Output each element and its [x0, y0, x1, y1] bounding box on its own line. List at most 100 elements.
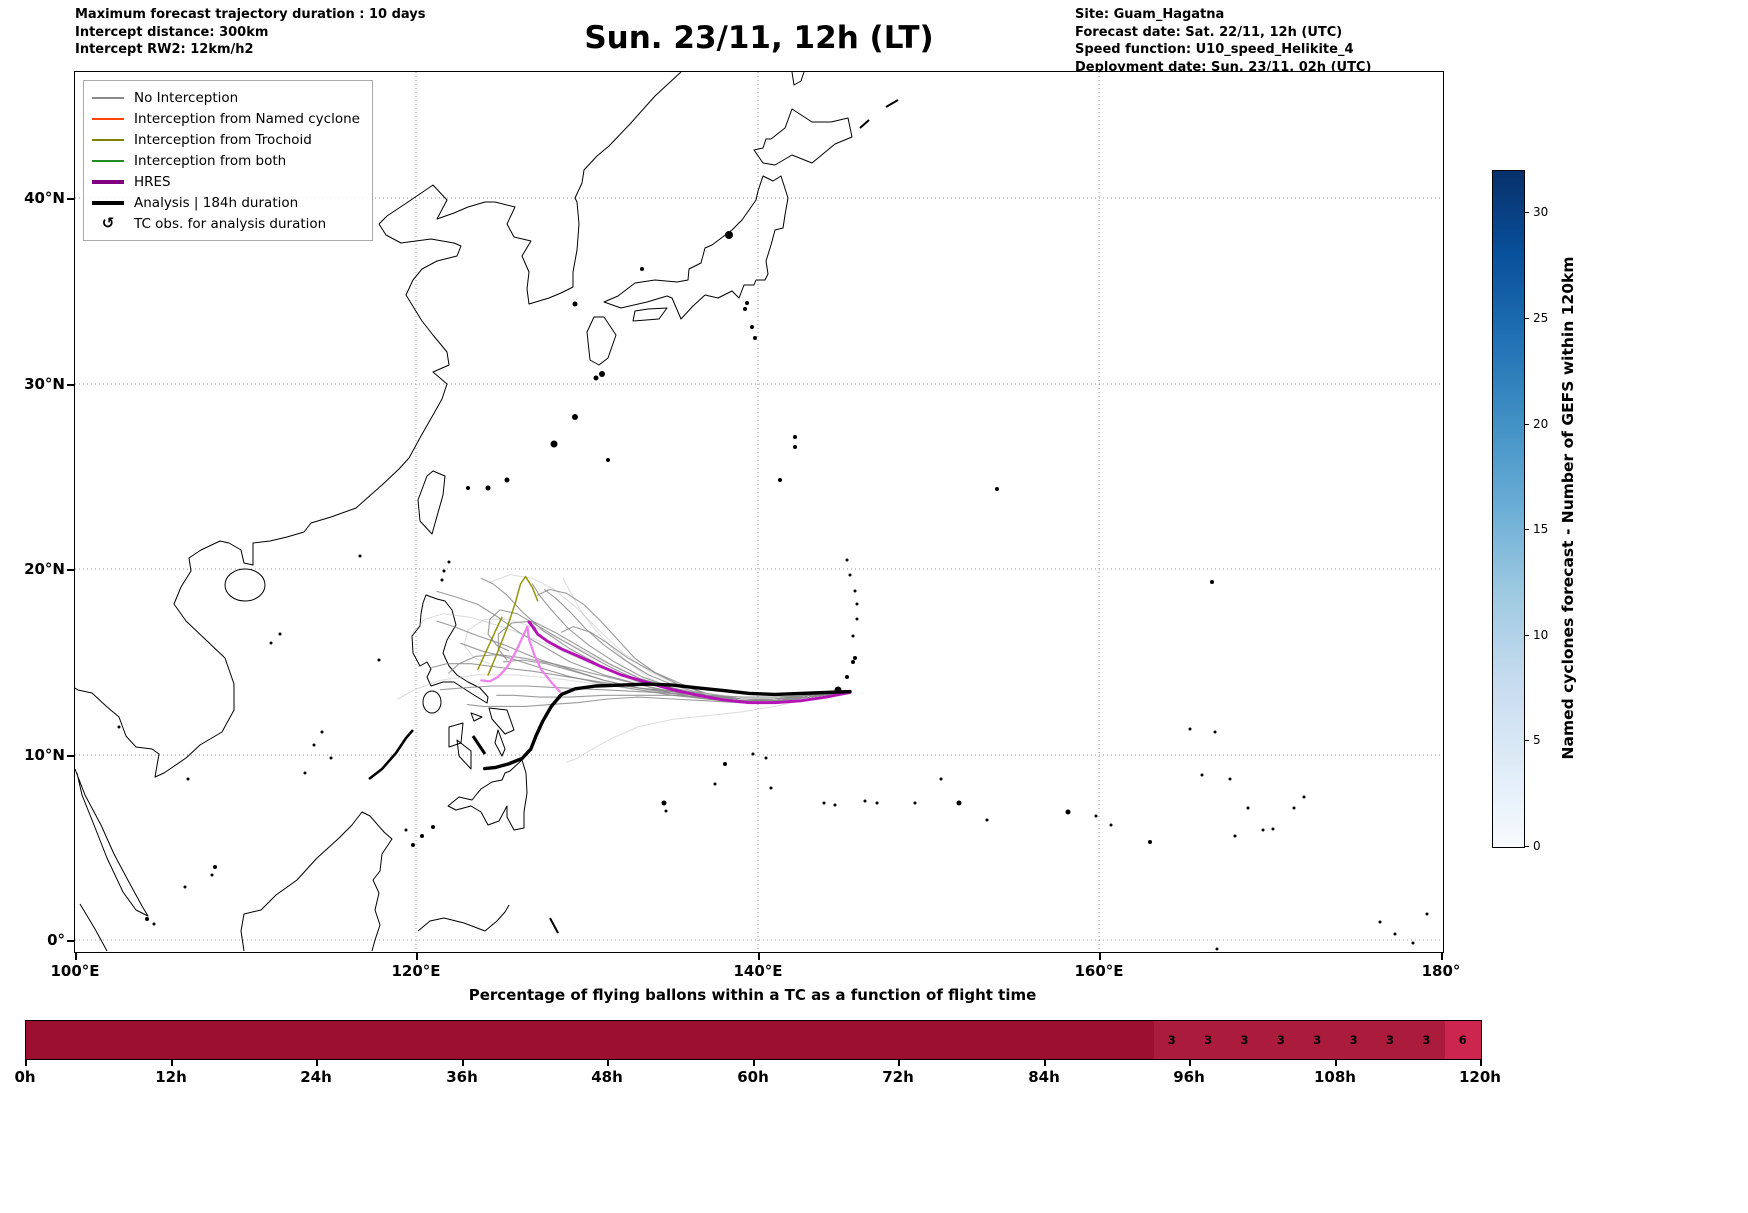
bottom-tickmark: [25, 1060, 27, 1066]
purple-line-swatch: [92, 179, 124, 184]
graticule: [75, 72, 1443, 952]
cell-percentage-label: 3: [1276, 1033, 1285, 1047]
page-title: Sun. 23/11, 12h (LT): [584, 20, 934, 56]
flight-time-cell: [971, 1021, 1009, 1059]
flight-time-cell: 3: [1190, 1021, 1227, 1059]
coastline-samar: [488, 707, 515, 735]
x-tick-label: 180°: [1421, 962, 1461, 980]
legend-item-named-cyclone: Interception from Named cyclone: [92, 108, 360, 129]
colorbar-tickmark: [1524, 212, 1529, 214]
max-duration-text: Maximum forecast trajectory duration : 1…: [75, 7, 426, 22]
legend: No Interception Interception from Named …: [83, 80, 373, 241]
flight-time-cell: [135, 1021, 172, 1059]
coastline-honshu: [603, 175, 789, 320]
y-tick-label: 40°N: [24, 189, 65, 207]
flight-time-cell: 3: [1408, 1021, 1445, 1059]
y-tick-label: 20°N: [24, 560, 65, 578]
intercept-distance-text: Intercept distance: 300km: [75, 24, 269, 40]
cell-percentage-label: 3: [1386, 1033, 1395, 1047]
coastline-sulawesi: [417, 904, 510, 932]
colorbar-tick-label: 0: [1533, 839, 1541, 853]
coastlines: [75, 72, 899, 952]
bottom-tickmark: [607, 1060, 609, 1066]
trajectory-analysis: [483, 682, 852, 771]
bottom-tick-label: 0h: [14, 1068, 36, 1086]
flight-time-cell: 3: [1335, 1021, 1372, 1059]
legend-item-hres: HRES: [92, 171, 360, 192]
coastline-mainland-asia: [75, 72, 682, 778]
speed-function-text: Speed function: U10_speed_Helikite_4: [1075, 42, 1354, 57]
bottom-tickmark: [1189, 1060, 1191, 1066]
trajectory-no-interception: [467, 691, 851, 707]
flight-time-cell: 3: [1371, 1021, 1409, 1059]
legend-label: Interception from Named cyclone: [134, 110, 360, 127]
coastline-leyte: [494, 729, 506, 757]
flight-time-cell: [426, 1021, 463, 1059]
colorbar-tick-label: 25: [1533, 311, 1549, 325]
y-tick-label: 30°N: [24, 375, 65, 393]
flight-time-cell: [899, 1021, 936, 1059]
bottom-tick-label: 96h: [1173, 1068, 1205, 1086]
flight-time-cell: 3: [1153, 1021, 1190, 1059]
coastline-negros: [456, 739, 472, 770]
coastline-borneo: [240, 811, 393, 952]
bottom-tick-label: 36h: [446, 1068, 478, 1086]
trajectory-no-interception-faint: [566, 691, 851, 763]
colorbar-tick-label: 15: [1533, 522, 1549, 536]
green-line-swatch: [92, 159, 124, 162]
flight-time-cell: [717, 1021, 754, 1059]
colorbar-tick-label: 20: [1533, 417, 1549, 431]
bottom-tickmark: [1335, 1060, 1337, 1066]
x-tickmark: [75, 953, 77, 960]
flight-time-cell: [789, 1021, 827, 1059]
colorbar-label: Named cyclones forecast - Number of GEFS…: [1559, 256, 1577, 760]
y-tick-label: 10°N: [24, 746, 65, 764]
flight-time-cell: [644, 1021, 681, 1059]
cell-percentage-label: 3: [1167, 1033, 1176, 1047]
flight-time-cell: 6: [1444, 1021, 1481, 1059]
flight-time-cell: 3: [1262, 1021, 1300, 1059]
cell-percentage-label: 3: [1349, 1033, 1358, 1047]
coastline-shikoku: [632, 307, 668, 322]
cell-percentage-label: 3: [1240, 1033, 1249, 1047]
x-tick-label: 140°E: [733, 962, 783, 980]
forecast-date-text: Forecast date: Sat. 22/11, 12h (UTC): [1075, 24, 1343, 40]
bottom-tick-label: 108h: [1314, 1068, 1356, 1086]
flight-time-cell: [1044, 1021, 1081, 1059]
flight-time-cell: [317, 1021, 354, 1059]
colorbar-tickmark: [1524, 635, 1529, 637]
cell-percentage-label: 3: [1204, 1033, 1213, 1047]
flight-time-bar: 3 3 3 3 3 3 3 3 6: [25, 1020, 1482, 1060]
bottom-tickmark: [1044, 1060, 1046, 1066]
legend-item-no-interception: No Interception: [92, 87, 360, 108]
orangered-line-swatch: [92, 117, 124, 120]
colorbar-tick-label: 10: [1533, 628, 1549, 642]
coastline-luzon: [411, 594, 489, 704]
intercept-rw2-text: Intercept RW2: 12km/h2: [75, 42, 254, 57]
colorbar: [1492, 170, 1525, 848]
coastline-masbate: [470, 712, 483, 722]
bottom-chart-title: Percentage of flying ballons within a TC…: [468, 986, 1037, 1004]
bottom-tickmark: [898, 1060, 900, 1066]
x-tick-label: 120°E: [391, 962, 441, 980]
bottom-tickmark: [1480, 1060, 1482, 1066]
coastline-sakhalin: [791, 72, 805, 86]
y-tickmark: [67, 569, 74, 571]
legend-item-both: Interception from both: [92, 150, 360, 171]
bottom-tick-label: 12h: [155, 1068, 187, 1086]
y-tick-label: 0°: [47, 931, 65, 949]
coastline-hainan: [224, 568, 266, 602]
x-tickmark: [1099, 953, 1101, 960]
islands: [117, 231, 1429, 951]
flight-time-cell: [862, 1021, 899, 1059]
trajectories: [397, 574, 852, 771]
trajectory-no-interception: [496, 691, 851, 700]
cell-percentage-label: 3: [1313, 1033, 1322, 1047]
flight-time-cell: [207, 1021, 245, 1059]
y-tickmark: [67, 755, 74, 757]
deployment-date-text: Deployment date: Sun. 23/11, 02h (UTC): [1075, 59, 1372, 75]
bottom-tick-label: 84h: [1028, 1068, 1060, 1086]
y-tickmark: [67, 940, 74, 942]
legend-item-trochoid: Interception from Trochoid: [92, 129, 360, 150]
